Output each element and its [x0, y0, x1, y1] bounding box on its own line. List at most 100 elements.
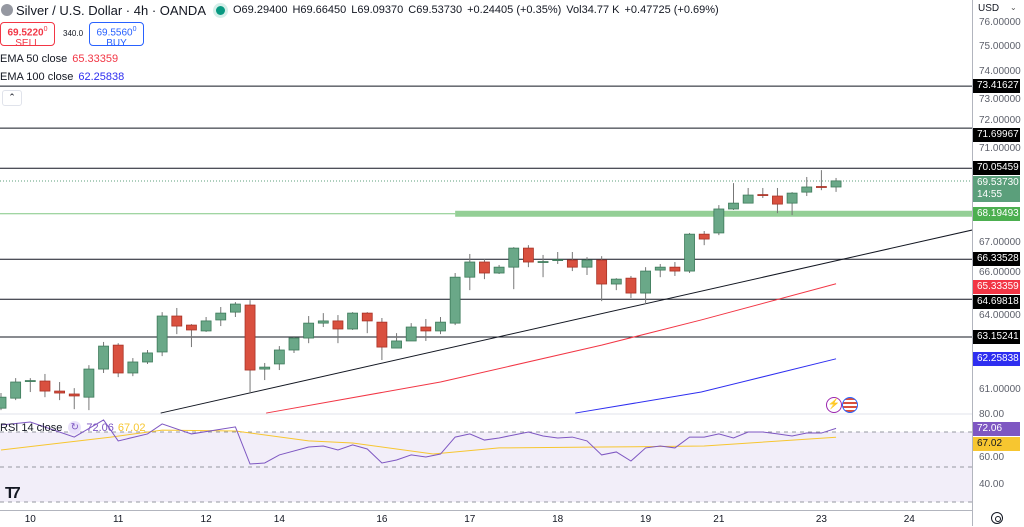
close-value: C69.53730	[408, 4, 463, 16]
rsi-label: RSI 14 close	[0, 421, 63, 434]
sell-price-sup: 0	[43, 26, 48, 33]
candle-up	[713, 208, 725, 234]
candle-up	[24, 380, 36, 382]
price-tick: 67.00000	[979, 236, 1021, 248]
candle-up	[347, 312, 359, 330]
candle-down	[772, 195, 783, 205]
spread-value: 340.0	[63, 29, 84, 38]
tradingview-logo[interactable]: T7	[5, 485, 21, 502]
ema50-line	[266, 283, 837, 414]
level-price-tag: 73.41627	[973, 79, 1020, 94]
ema100-price-tag: 62.25838	[973, 351, 1020, 366]
candle-up	[259, 366, 271, 370]
price-tick: 75.00000	[979, 41, 1021, 53]
candle-up	[215, 312, 227, 321]
candle-up	[142, 352, 153, 363]
volume-value: Vol34.77 K	[566, 4, 620, 16]
level-price-tag: 64.69818	[973, 295, 1020, 310]
bar-countdown: 14:55	[977, 189, 1003, 201]
time-tick: 21	[713, 514, 725, 525]
time-tick: 11	[112, 514, 124, 525]
ema100-legend[interactable]: EMA 100 close 62.25838	[0, 71, 124, 83]
candle-up	[127, 361, 139, 374]
candle-up	[552, 259, 564, 261]
ema100-label: EMA 100 close	[0, 71, 74, 83]
volume-change-value: +0.47725 (+0.69%)	[624, 4, 719, 16]
high-value: H69.66450	[292, 4, 347, 16]
loading-spinner-icon: ↻	[68, 421, 82, 434]
candle-down	[112, 344, 124, 374]
rsi-ma-line	[0, 429, 837, 455]
time-tick: 12	[200, 514, 212, 525]
symbol-title[interactable]: Silver / U.S. Dollar · 4h · OANDA	[16, 2, 206, 18]
rsi-ma-tag: 67.02	[973, 436, 1020, 451]
candle-up	[303, 322, 315, 339]
open-value: O69.29400	[233, 4, 288, 16]
candle-up	[464, 261, 476, 278]
candle-down	[68, 393, 80, 397]
price-tick: 66.00000	[979, 267, 1021, 279]
price-tick: 76.00000	[979, 17, 1021, 28]
candle-up	[288, 337, 300, 351]
ema100-value: 62.25838	[78, 71, 125, 83]
candle-up	[98, 345, 109, 370]
candle-down	[596, 259, 608, 285]
rsi-legend[interactable]: RSI 14 close ↻ 72.06 67.02	[0, 421, 145, 434]
candle-up	[742, 194, 754, 204]
chevron-up-icon: ⌃	[8, 92, 16, 102]
currency-select[interactable]: USD	[978, 3, 1000, 14]
time-tick: 17	[464, 514, 476, 525]
lightning-event-icon[interactable]: ⚡	[826, 397, 842, 413]
us-flag-event-icon[interactable]	[842, 397, 858, 413]
candle-down	[566, 259, 578, 268]
sell-button[interactable]: 69.52200 SELL	[0, 22, 55, 49]
candle-up	[728, 202, 739, 210]
candle-down	[523, 247, 534, 263]
candle-up	[830, 180, 842, 188]
time-tick: 23	[815, 514, 827, 525]
level-price-tag: 70.05459	[973, 161, 1020, 176]
candle-down	[698, 233, 710, 240]
price-tick: 61.00000	[979, 383, 1021, 395]
symbol-logo-icon	[1, 4, 13, 16]
buy-label: BUY	[106, 38, 127, 50]
rsi-tick: 40.00	[979, 478, 1005, 490]
time-tick: 19	[640, 514, 652, 525]
candle-up	[508, 247, 520, 268]
candle-up	[640, 270, 651, 294]
rsi-ma-value: 67.02	[117, 421, 146, 434]
candle-down	[39, 380, 51, 392]
price-tick: 71.00000	[979, 142, 1021, 154]
price-tick: 73.00000	[979, 94, 1021, 106]
sell-price: 69.5220	[7, 27, 44, 39]
time-axis[interactable]	[0, 510, 972, 527]
ema50-legend[interactable]: EMA 50 close 65.33359	[0, 53, 118, 65]
candle-down	[479, 261, 490, 274]
time-tick: 18	[552, 514, 564, 525]
candle-down	[376, 321, 388, 348]
candle-down	[669, 266, 681, 272]
ema50-label: EMA 50 close	[0, 53, 68, 65]
trendline	[160, 229, 972, 414]
time-tick: 24	[903, 514, 915, 525]
collapse-legend-button[interactable]: ⌃	[2, 90, 22, 106]
candle-down	[361, 312, 373, 322]
chevron-down-icon[interactable]: ⌄	[1010, 3, 1017, 12]
level-price-tag: 66.33528	[973, 252, 1020, 267]
current-price-value: 69.53730	[977, 177, 1019, 189]
candle-up	[801, 186, 813, 193]
candle-up	[405, 326, 417, 342]
candle-down	[625, 277, 637, 294]
candle-up	[317, 320, 329, 324]
change-value: +0.24405 (+0.35%)	[467, 4, 562, 16]
price-chart[interactable]	[0, 0, 972, 510]
ema50-price-tag: 65.33359	[973, 280, 1020, 295]
candle-up	[786, 192, 798, 204]
settings-gear-icon[interactable]	[991, 512, 1003, 524]
level-price-tag: 63.15241	[973, 329, 1020, 344]
candle-down	[54, 390, 65, 394]
buy-button[interactable]: 69.55600 BUY	[89, 22, 144, 50]
candle-up	[537, 261, 549, 263]
candle-up	[610, 278, 622, 285]
ema50-value: 65.33359	[72, 53, 119, 65]
